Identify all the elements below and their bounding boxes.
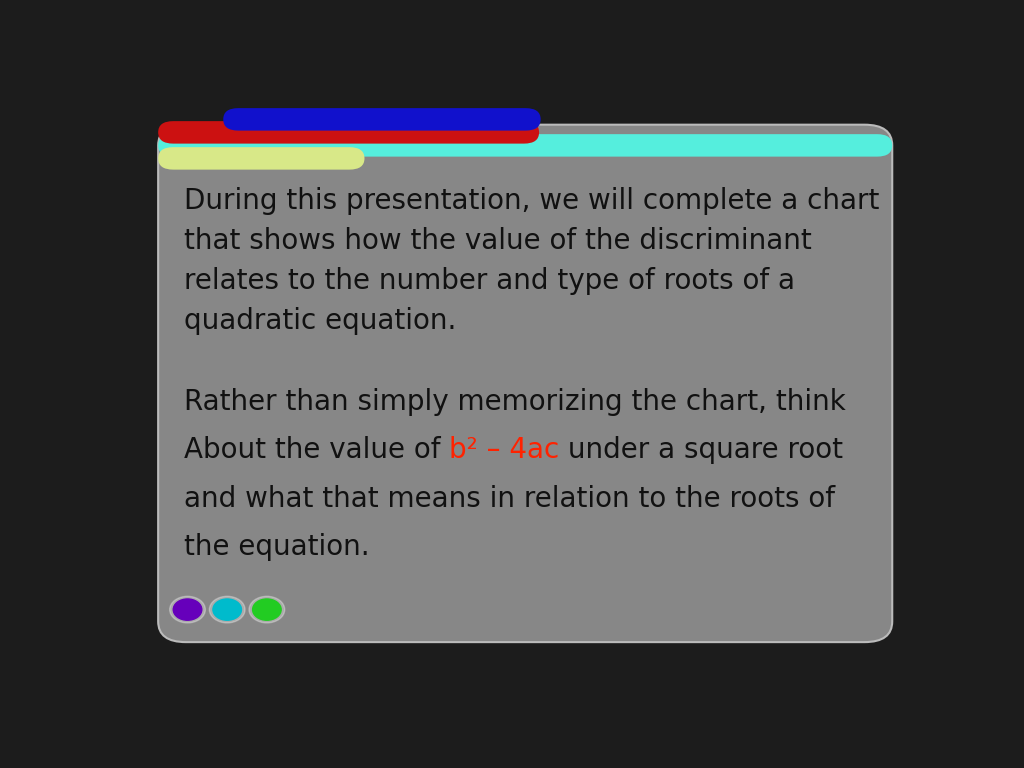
Text: under a square root: under a square root (559, 436, 843, 465)
Circle shape (213, 599, 242, 621)
Text: and what that means in relation to the roots of: and what that means in relation to the r… (183, 485, 835, 513)
Circle shape (253, 599, 282, 621)
Circle shape (170, 596, 206, 623)
FancyBboxPatch shape (158, 124, 892, 642)
Text: the equation.: the equation. (183, 533, 370, 561)
FancyBboxPatch shape (158, 147, 365, 170)
Text: b² – 4ac: b² – 4ac (449, 436, 559, 465)
FancyBboxPatch shape (223, 108, 541, 131)
Circle shape (209, 596, 245, 623)
Text: During this presentation, we will complete a chart
that shows how the value of t: During this presentation, we will comple… (183, 187, 879, 335)
Text: About the value of: About the value of (183, 436, 449, 465)
Text: Rather than simply memorizing the chart, think: Rather than simply memorizing the chart,… (183, 388, 845, 415)
Circle shape (249, 596, 285, 623)
FancyBboxPatch shape (158, 134, 892, 157)
FancyBboxPatch shape (158, 121, 539, 144)
Circle shape (173, 599, 202, 621)
